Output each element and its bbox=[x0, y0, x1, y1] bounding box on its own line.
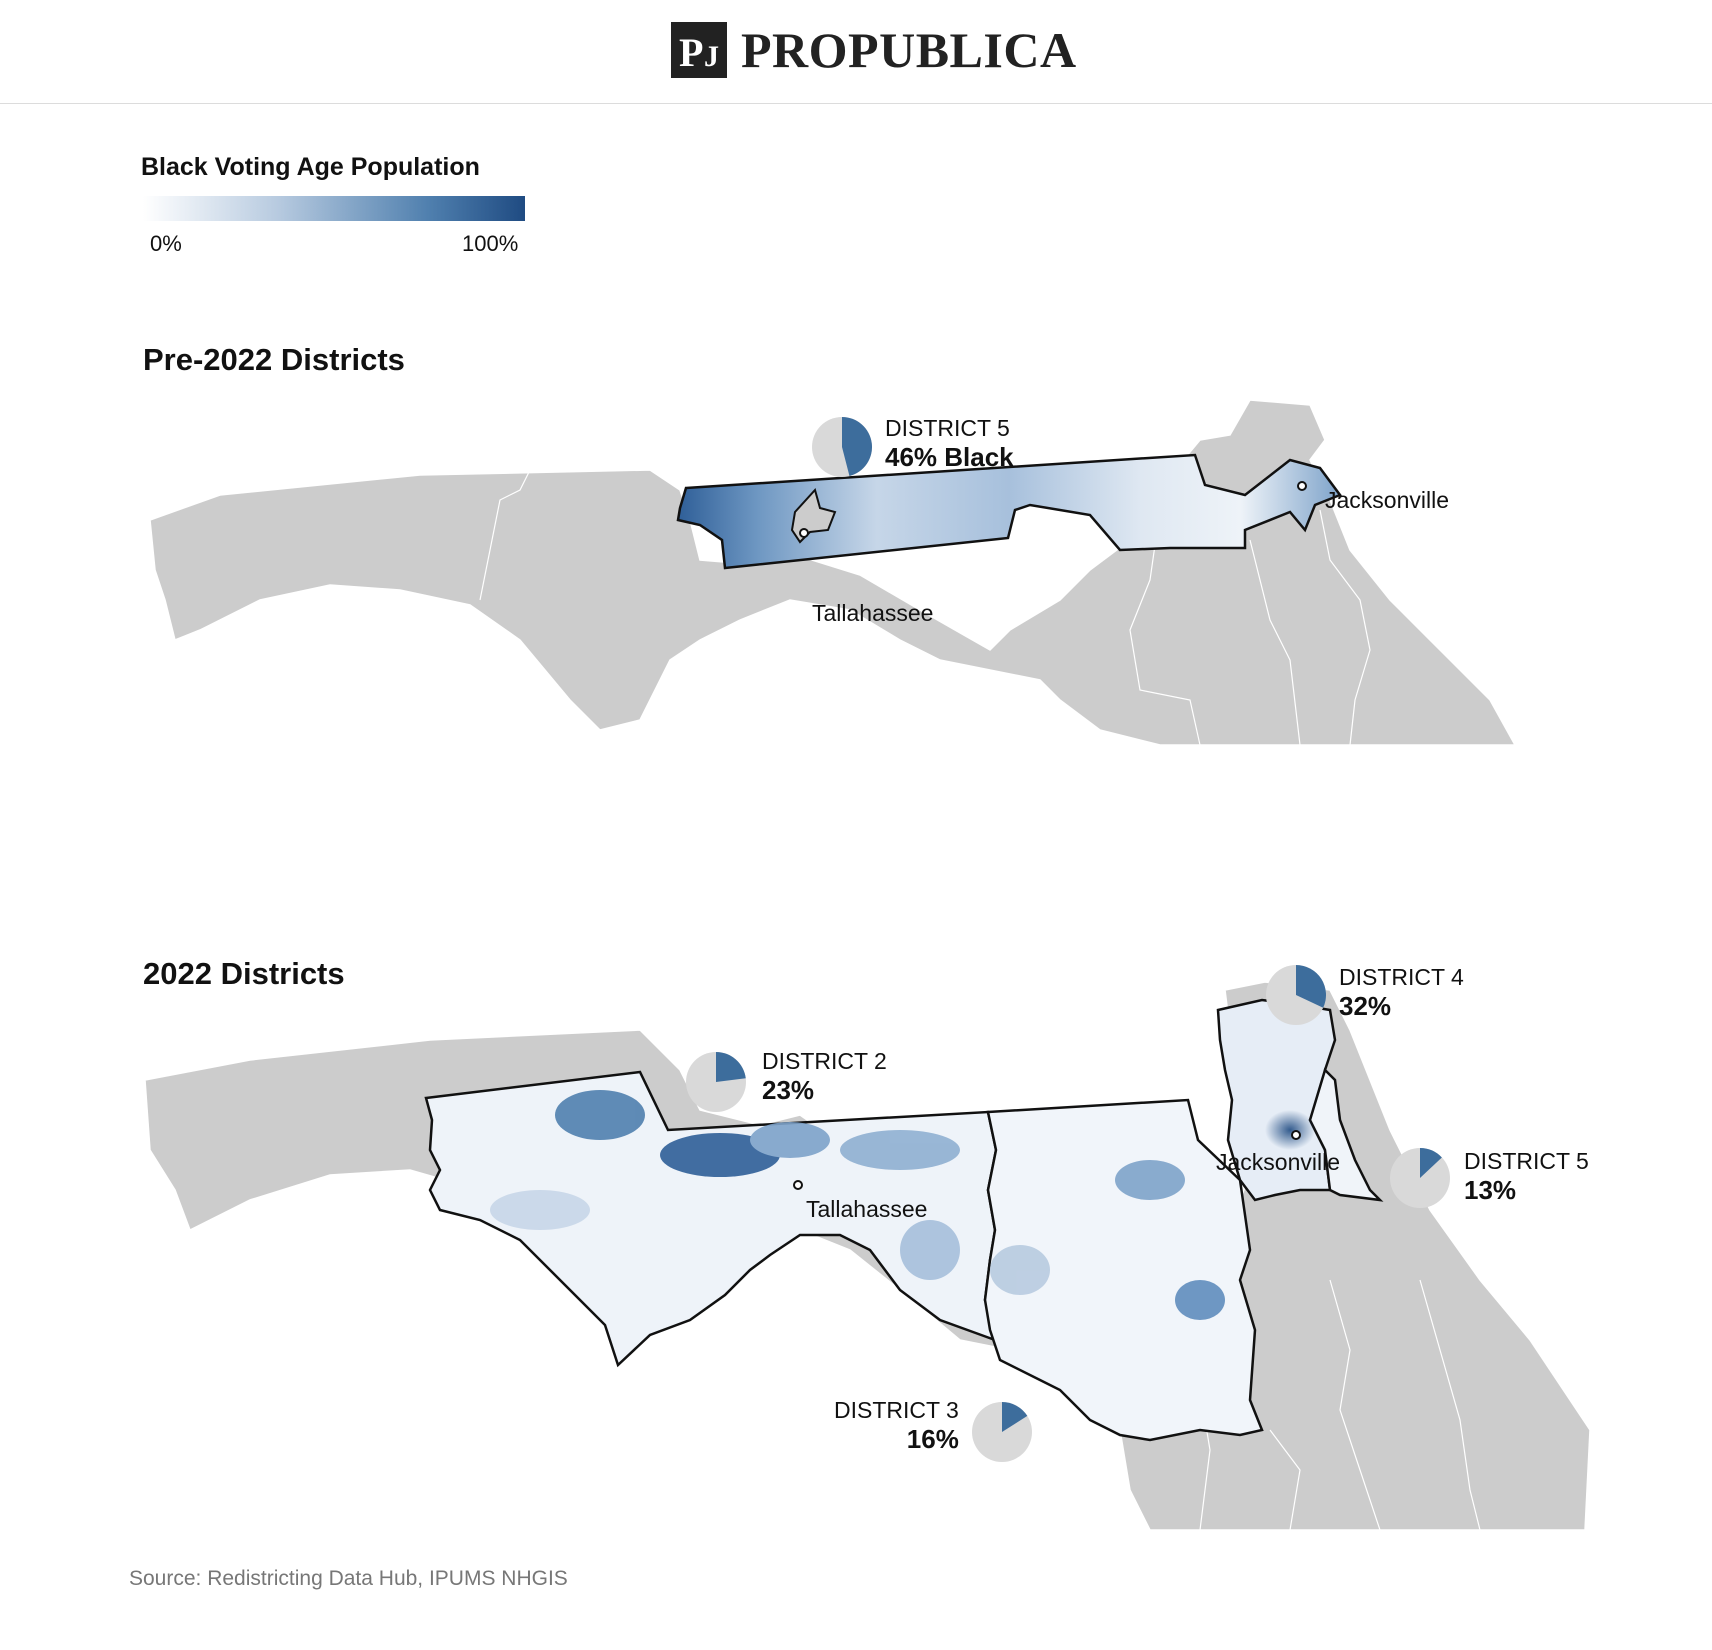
district-4-name: DISTRICT 4 bbox=[1339, 964, 1464, 990]
pre-district-5-pct: 46% Black bbox=[885, 442, 1014, 472]
district-2-pct: 23% bbox=[762, 1075, 815, 1105]
pre-district-5-label: DISTRICT 5 46% Black bbox=[885, 414, 1014, 472]
svg-text:P: P bbox=[679, 30, 703, 75]
district-3-pct: 16% bbox=[906, 1424, 959, 1454]
logo-wordmark: PROPUBLICA bbox=[741, 21, 1077, 79]
county-lines bbox=[479, 449, 1371, 746]
2022-title: 2022 Districts bbox=[143, 956, 345, 991]
pie-slice bbox=[1420, 1148, 1442, 1178]
pre-district-5-name: DISTRICT 5 bbox=[885, 415, 1010, 441]
svg-text:J: J bbox=[704, 40, 719, 73]
district-5-pct: 13% bbox=[1464, 1175, 1517, 1205]
legend-color-scale bbox=[143, 196, 525, 221]
header: P J PROPUBLICA bbox=[0, 0, 1712, 104]
district-3-name: DISTRICT 3 bbox=[834, 1397, 959, 1423]
pie-slice bbox=[842, 417, 872, 477]
pre-district-5-pie bbox=[812, 417, 872, 477]
pre-2022-map bbox=[149, 400, 1517, 746]
tallahassee-dot-2022 bbox=[793, 1180, 803, 1190]
district-2-name: DISTRICT 2 bbox=[762, 1048, 887, 1074]
district-4-pct: 32% bbox=[1339, 991, 1392, 1021]
district-5-pie bbox=[1390, 1148, 1450, 1208]
bvap-shading bbox=[490, 1090, 1315, 1320]
2022-map bbox=[144, 981, 1591, 1530]
tallahassee-dot bbox=[799, 528, 809, 538]
logo-text-first: PRO bbox=[741, 22, 849, 78]
district-5-shape bbox=[1308, 1067, 1384, 1202]
pre-2022-title: Pre-2022 Districts bbox=[143, 342, 405, 377]
new-tallahassee-label: Tallahassee bbox=[806, 1196, 928, 1222]
propublica-logo-mark-icon: P J bbox=[671, 22, 727, 78]
district-4-label: DISTRICT 4 32% bbox=[1339, 963, 1464, 1021]
district-2-label: DISTRICT 2 23% bbox=[762, 1047, 887, 1105]
pre-jacksonville-label: Jacksonville bbox=[1325, 487, 1449, 513]
pre-tallahassee-label: Tallahassee bbox=[812, 600, 934, 626]
pie-slice bbox=[716, 1052, 746, 1082]
district-4-pie bbox=[1266, 965, 1326, 1025]
legend-min-label: 0% bbox=[150, 231, 182, 256]
jacksonville-dot bbox=[1297, 481, 1307, 491]
new-jacksonville-label: Jacksonville bbox=[1216, 1149, 1340, 1175]
pre-district-5-shape bbox=[676, 453, 1342, 570]
pie-slice bbox=[1002, 1402, 1028, 1432]
jacksonville-dot-2022 bbox=[1291, 1130, 1301, 1140]
district-3-label: DISTRICT 3 16% bbox=[834, 1396, 959, 1454]
logo-text-second: PUBLICA bbox=[848, 22, 1077, 78]
legend-max-label: 100% bbox=[462, 231, 519, 256]
legend-title: Black Voting Age Population bbox=[141, 153, 480, 181]
pie-slice bbox=[1296, 965, 1326, 1008]
source-note: Source: Redistricting Data Hub, IPUMS NH… bbox=[129, 1567, 568, 1590]
district-2-pie bbox=[686, 1052, 746, 1112]
district-3-pie bbox=[972, 1402, 1032, 1462]
district-5-label: DISTRICT 5 13% bbox=[1464, 1147, 1589, 1205]
propublica-logo[interactable]: P J PROPUBLICA bbox=[671, 22, 1077, 78]
district-5-name: DISTRICT 5 bbox=[1464, 1148, 1589, 1174]
district-3-shape bbox=[983, 1098, 1264, 1442]
